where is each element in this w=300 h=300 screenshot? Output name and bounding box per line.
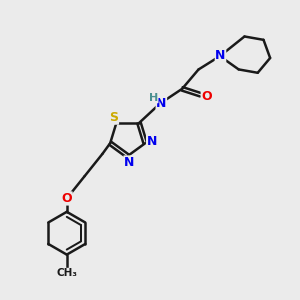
Text: CH₃: CH₃ (56, 268, 77, 278)
Text: O: O (61, 192, 72, 205)
Text: H: H (149, 93, 158, 103)
Text: N: N (156, 97, 167, 110)
Text: O: O (201, 90, 212, 103)
Text: S: S (110, 111, 118, 124)
Text: N: N (147, 135, 157, 148)
Text: N: N (124, 156, 134, 169)
Text: N: N (215, 49, 226, 62)
